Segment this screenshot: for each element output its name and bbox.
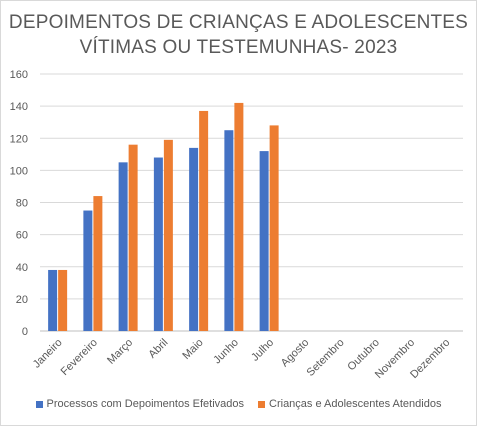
legend-item-series-1: Processos com Depoimentos Efetivados xyxy=(35,398,245,410)
y-tick-label-60: 60 xyxy=(16,230,28,242)
bar-series-2-março xyxy=(128,144,138,331)
x-tick-label-janeiro: Janeiro xyxy=(31,337,65,371)
x-tick-label-julho: Julho xyxy=(249,337,276,364)
y-tick-label-100: 100 xyxy=(10,165,28,177)
x-tick-label-março: Março xyxy=(105,337,135,367)
bar-series-1-junho xyxy=(224,130,234,331)
bar-series-2-julho xyxy=(269,125,279,332)
bar-series-2-abril xyxy=(163,139,173,331)
x-tick-label-maio: Maio xyxy=(180,337,205,362)
chart-title-line-2: VÍTIMAS OU TESTEMUNHAS- 2023 xyxy=(79,37,398,58)
y-tick-label-0: 0 xyxy=(22,326,28,338)
y-tick-label-120: 120 xyxy=(10,133,28,145)
bar-series-1-maio xyxy=(189,147,199,331)
y-tick-label-160: 160 xyxy=(10,69,28,81)
legend-label-series-1: Processos com Depoimentos Efetivados xyxy=(46,398,245,410)
x-tick-label-setembro: Setembro xyxy=(305,337,347,379)
bar-series-2-janeiro xyxy=(58,269,68,331)
bar-series-2-fevereiro xyxy=(93,196,103,331)
x-tick-label-agosto: Agosto xyxy=(279,337,312,370)
legend-swatch-series-1 xyxy=(35,400,43,408)
legend-item-series-2: Crianças e Adolescentes Atendidos xyxy=(258,398,441,410)
legend-label-series-2: Crianças e Adolescentes Atendidos xyxy=(269,398,442,410)
y-tick-label-40: 40 xyxy=(16,262,28,274)
x-tick-label-junho: Junho xyxy=(211,337,241,367)
y-tick-label-80: 80 xyxy=(16,198,28,210)
y-tick-label-20: 20 xyxy=(16,294,28,306)
bar-series-1-julho xyxy=(259,151,269,331)
bar-series-2-junho xyxy=(234,102,244,331)
chart-title-line-1: DEPOIMENTOS DE CRIANÇAS E ADOLESCENTES xyxy=(8,12,469,33)
legend: Processos com Depoimentos Efetivados Cri… xyxy=(1,398,476,410)
bar-series-1-abril xyxy=(153,157,163,331)
legend-swatch-series-2 xyxy=(258,400,266,408)
chart-title: DEPOIMENTOS DE CRIANÇAS E ADOLESCENTES V… xyxy=(1,10,476,60)
x-tick-label-fevereiro: Fevereiro xyxy=(59,337,100,378)
bar-series-2-maio xyxy=(199,110,209,331)
bar-series-1-março xyxy=(118,162,128,331)
bar-series-1-janeiro xyxy=(48,269,58,331)
y-tick-label-140: 140 xyxy=(10,101,28,113)
bar-series-1-fevereiro xyxy=(83,210,93,331)
x-tick-label-abril: Abril xyxy=(146,337,170,361)
